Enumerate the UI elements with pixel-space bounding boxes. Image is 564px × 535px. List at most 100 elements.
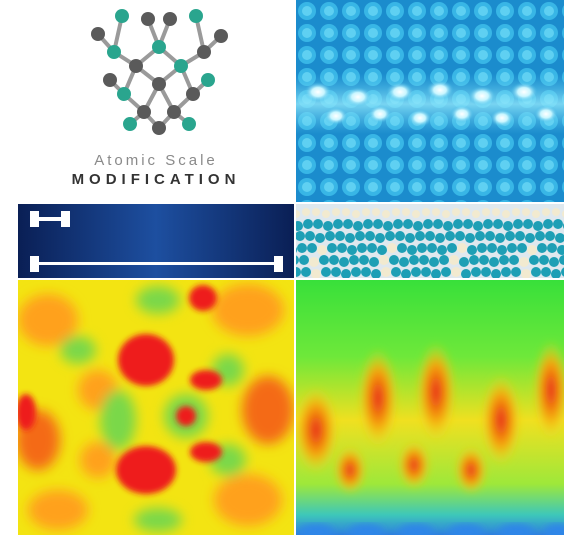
surface-atom	[296, 221, 303, 231]
surface-atom	[559, 255, 564, 265]
surface-atom	[417, 243, 427, 253]
surface-atom	[351, 267, 361, 277]
surface-atom	[433, 219, 443, 229]
surface-atom	[517, 243, 527, 253]
surface-atom	[357, 243, 367, 253]
surface-atom	[442, 210, 450, 218]
surface-atom	[511, 267, 521, 277]
surface-atom	[347, 245, 357, 255]
surface-atom	[487, 243, 497, 253]
surface-atom	[425, 231, 435, 241]
surface-atom	[492, 208, 500, 216]
surface-atom	[317, 245, 327, 255]
surface-atom	[395, 231, 405, 241]
surface-atom	[411, 267, 421, 277]
surface-atom	[495, 233, 505, 243]
surface-atom	[561, 267, 564, 277]
surface-atom	[296, 210, 300, 218]
surface-atom	[329, 255, 339, 265]
surface-atom	[419, 255, 429, 265]
surface-atom	[449, 255, 459, 265]
surface-atom	[322, 210, 330, 218]
surface-atom	[501, 267, 511, 277]
surface-atom	[499, 255, 509, 265]
surface-atom	[531, 267, 541, 277]
scale-bar-panel	[18, 204, 294, 278]
surface-atom	[362, 208, 370, 216]
surface-atom	[352, 210, 360, 218]
surface-atom	[461, 269, 471, 278]
surface-atom	[455, 231, 465, 241]
surface-atom	[555, 233, 564, 243]
surface-atom	[405, 233, 415, 243]
surface-atom	[459, 257, 469, 267]
surface-atom	[412, 210, 420, 218]
surface-atom	[469, 255, 479, 265]
surface-atom	[451, 267, 461, 277]
surface-atom	[315, 233, 325, 243]
surface-atom	[296, 247, 297, 253]
3d-surface-panel	[296, 204, 564, 278]
surface-atom	[467, 245, 477, 255]
surface-atom	[297, 243, 307, 253]
surface-atom	[296, 231, 305, 241]
surface-atom	[373, 219, 383, 229]
surface-atom	[445, 231, 455, 241]
surface-atom	[465, 233, 475, 243]
surface-atom	[367, 243, 377, 253]
surface-atom	[325, 231, 335, 241]
surface-atom	[296, 255, 299, 265]
surface-atom	[475, 231, 485, 241]
surface-atom	[387, 243, 397, 253]
surface-atom	[439, 255, 449, 265]
wave-map-panel	[296, 280, 564, 535]
surface-atom	[532, 210, 540, 218]
surface-atom	[519, 257, 529, 267]
molecule-logo-icon	[91, 9, 228, 135]
surface-atom	[457, 243, 467, 253]
surface-atom	[545, 231, 555, 241]
surface-atom	[512, 208, 520, 216]
surface-atom	[522, 208, 530, 216]
surface-atom	[482, 208, 490, 216]
surface-atom	[483, 219, 493, 229]
surface-atom	[323, 221, 333, 231]
surface-atom	[389, 255, 399, 265]
surface-atom	[443, 221, 453, 231]
surface-atom	[342, 208, 350, 216]
surface-atom	[497, 245, 507, 255]
surface-atom	[327, 243, 337, 253]
surface-atom	[503, 221, 513, 231]
surface-atom	[557, 245, 564, 255]
surface-atom	[547, 243, 557, 253]
surface-atom	[392, 208, 400, 216]
surface-atom	[415, 231, 425, 241]
surface-atom	[523, 219, 533, 229]
surface-atom	[399, 257, 409, 267]
surface-atom	[535, 231, 545, 241]
surface-atom	[551, 269, 561, 278]
surface-atom	[402, 208, 410, 216]
surface-atom	[553, 219, 563, 229]
charge-density-heatmap-icon	[18, 280, 294, 535]
3d-atomic-surface-icon	[296, 204, 564, 278]
surface-atom	[422, 208, 430, 216]
heatmap-panel	[18, 280, 294, 535]
surface-atom	[453, 219, 463, 229]
surface-atom	[509, 255, 519, 265]
surface-atom	[371, 269, 381, 278]
surface-atom	[305, 231, 315, 241]
surface-atom	[331, 267, 341, 277]
surface-atom	[471, 267, 481, 277]
surface-atom	[403, 219, 413, 229]
surface-atom	[372, 208, 380, 216]
surface-atom	[529, 255, 539, 265]
scale-bar-dumbbell-icon	[18, 204, 294, 278]
surface-atom	[521, 269, 531, 278]
surface-atom	[493, 219, 503, 229]
surface-atom	[473, 221, 483, 231]
wave-intensity-map-icon	[296, 280, 564, 535]
surface-atom	[296, 267, 301, 277]
surface-atom	[382, 210, 390, 218]
surface-atom	[301, 267, 311, 277]
